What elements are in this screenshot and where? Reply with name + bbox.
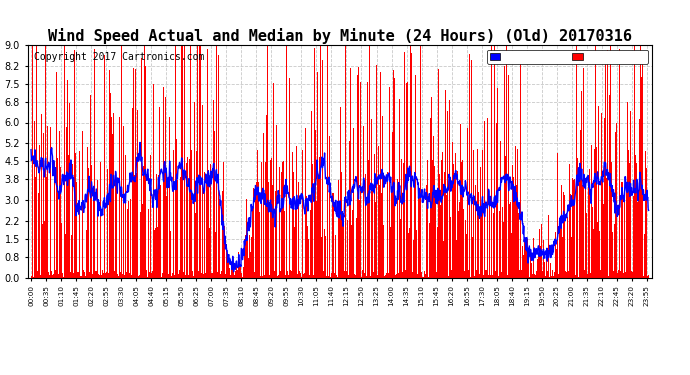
- Text: Copyright 2017 Cartronics.com: Copyright 2017 Cartronics.com: [34, 52, 204, 62]
- Legend: Median (mph), Wind  (mph): Median (mph), Wind (mph): [487, 50, 647, 64]
- Title: Wind Speed Actual and Median by Minute (24 Hours) (Old) 20170316: Wind Speed Actual and Median by Minute (…: [48, 28, 632, 44]
